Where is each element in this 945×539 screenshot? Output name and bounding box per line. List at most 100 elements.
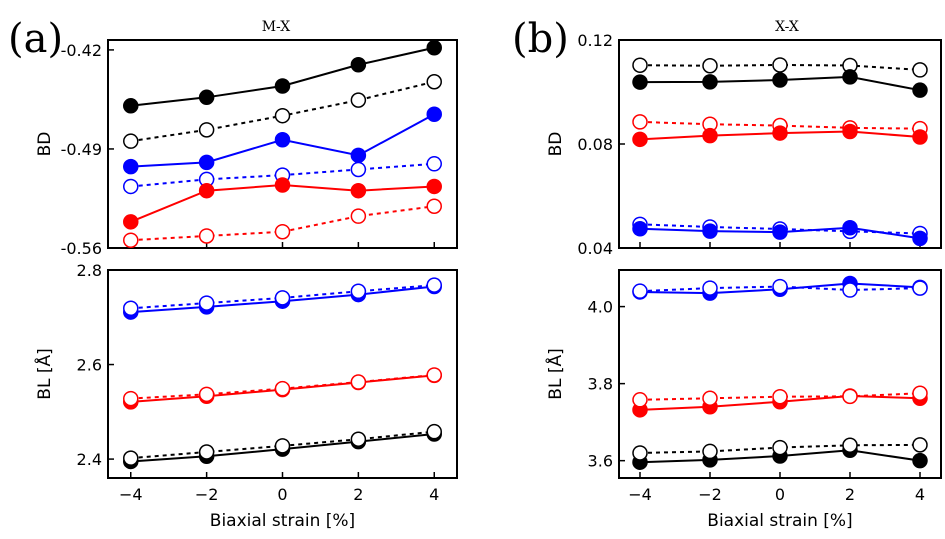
- data-point-red-open: [123, 390, 139, 407]
- data-point-black-filled: [912, 82, 928, 98]
- data-point-black-filled: [632, 74, 648, 90]
- data-point-black-open: [198, 122, 215, 138]
- data-point-blue-open: [123, 300, 139, 317]
- data-point-black-filled: [274, 78, 291, 94]
- data-point-black-open: [274, 438, 291, 454]
- series-line-red-open: [639, 120, 921, 130]
- data-point-blue-open: [632, 283, 648, 299]
- x-tick-label: −4: [119, 485, 143, 504]
- data-point-red-filled: [350, 182, 367, 199]
- data-point-black-open: [772, 439, 788, 456]
- x-axis-label: Biaxial strain [%]: [707, 511, 852, 531]
- data-point-blue-filled: [123, 158, 139, 175]
- x-tick-label: 4: [915, 485, 925, 504]
- data-point-red-open: [632, 114, 648, 130]
- data-point-blue-filled: [426, 106, 442, 123]
- data-point-black-open: [632, 445, 648, 461]
- data-point-black-filled: [842, 69, 858, 85]
- data-point-red-filled: [426, 178, 442, 195]
- y-tick-label: -0.42: [61, 41, 102, 60]
- y-tick-label: 2.4: [77, 450, 102, 469]
- data-point-red-open: [772, 388, 788, 405]
- data-point-black-open: [912, 437, 928, 453]
- series-line-black-filled: [130, 46, 435, 107]
- data-point-red-open: [198, 386, 215, 403]
- data-point-blue-open: [426, 277, 442, 293]
- data-point-red-open: [123, 232, 139, 248]
- panel-b-letter: (b): [512, 16, 569, 62]
- panel-b-title: X-X: [775, 19, 799, 35]
- x-tick-label: −4: [628, 485, 652, 504]
- y-tick-label: 0.04: [577, 239, 613, 258]
- x-axis-label: Biaxial strain [%]: [210, 511, 355, 531]
- data-point-red-open: [426, 198, 442, 215]
- series-line-red-open: [130, 205, 435, 242]
- x-tick-label: −2: [698, 485, 722, 504]
- data-point-blue-open: [198, 295, 215, 311]
- data-point-red-filled: [274, 177, 291, 193]
- data-point-blue-filled: [912, 230, 928, 247]
- data-point-black-open: [772, 57, 788, 73]
- data-point-red-filled: [123, 214, 139, 230]
- data-point-black-open: [912, 62, 928, 78]
- data-point-black-open: [842, 437, 858, 454]
- data-point-red-open: [632, 392, 648, 408]
- data-point-red-open: [198, 228, 215, 244]
- data-point-black-open: [123, 133, 139, 149]
- y-tick-label: -0.49: [61, 140, 102, 159]
- plot-a-bl: 2.4 2.6 2.8 −4 −2 0 2 4 BL [Å] Biaxial strain [%]: [33, 261, 458, 531]
- data-point-blue-open: [274, 290, 291, 306]
- data-point-black-open: [426, 423, 442, 440]
- data-point-blue-open: [842, 282, 858, 298]
- data-point-blue-filled: [702, 223, 718, 239]
- x-tick-label: 0: [277, 485, 287, 504]
- x-tick-label: 2: [845, 485, 855, 504]
- plot-b-bl: 3.6 3.8 4.0 −4 −2 0 2 4 BL [Å] Biaxial strain [%]: [544, 269, 942, 531]
- data-point-black-filled: [426, 40, 442, 56]
- data-point-blue-filled: [842, 219, 858, 236]
- data-point-black-filled: [123, 98, 139, 114]
- y-axis-label: BL [Å]: [544, 348, 566, 399]
- x-tick-label: 4: [429, 485, 439, 504]
- data-point-blue-open: [702, 280, 718, 296]
- data-point-black-open: [198, 444, 215, 460]
- x-tick-label: −2: [195, 485, 219, 504]
- data-point-red-filled: [912, 129, 928, 145]
- data-point-black-open: [123, 450, 139, 466]
- y-tick-label: 3.8: [588, 375, 613, 394]
- data-point-red-filled: [632, 131, 648, 148]
- series-line-blue-open: [639, 285, 921, 293]
- y-axis-label: BD: [35, 132, 55, 157]
- data-point-blue-filled: [198, 154, 215, 171]
- data-point-blue-filled: [350, 147, 367, 164]
- data-point-red-filled: [772, 125, 788, 141]
- data-point-red-open: [274, 380, 291, 397]
- data-point-black-open: [350, 431, 367, 447]
- data-point-black-filled: [350, 57, 367, 73]
- data-point-red-open: [702, 390, 718, 407]
- data-point-black-filled: [702, 74, 718, 90]
- data-point-red-open: [274, 223, 291, 240]
- y-tick-label: 3.6: [588, 452, 613, 471]
- data-point-red-open: [912, 385, 928, 402]
- data-point-black-open: [426, 73, 442, 90]
- series-line-black-open: [639, 443, 921, 454]
- plot-a-bd: -0.56 -0.49 -0.42 BD: [35, 39, 458, 258]
- y-tick-label: 4.0: [588, 298, 613, 317]
- data-point-black-open: [350, 92, 367, 108]
- data-point-black-filled: [912, 452, 928, 469]
- y-axis-label: BD: [546, 132, 566, 157]
- data-point-blue-filled: [772, 224, 788, 240]
- x-tick-label: 2: [353, 485, 363, 504]
- data-point-blue-filled: [632, 221, 648, 237]
- data-point-blue-open: [350, 161, 367, 178]
- data-point-red-open: [842, 388, 858, 405]
- y-tick-label: 2.6: [77, 356, 102, 375]
- data-point-black-open: [702, 443, 718, 460]
- data-point-blue-open: [123, 178, 139, 195]
- data-point-red-open: [426, 367, 442, 383]
- data-point-blue-open: [772, 278, 788, 295]
- data-point-red-filled: [842, 123, 858, 140]
- series-line-red-open: [639, 392, 921, 401]
